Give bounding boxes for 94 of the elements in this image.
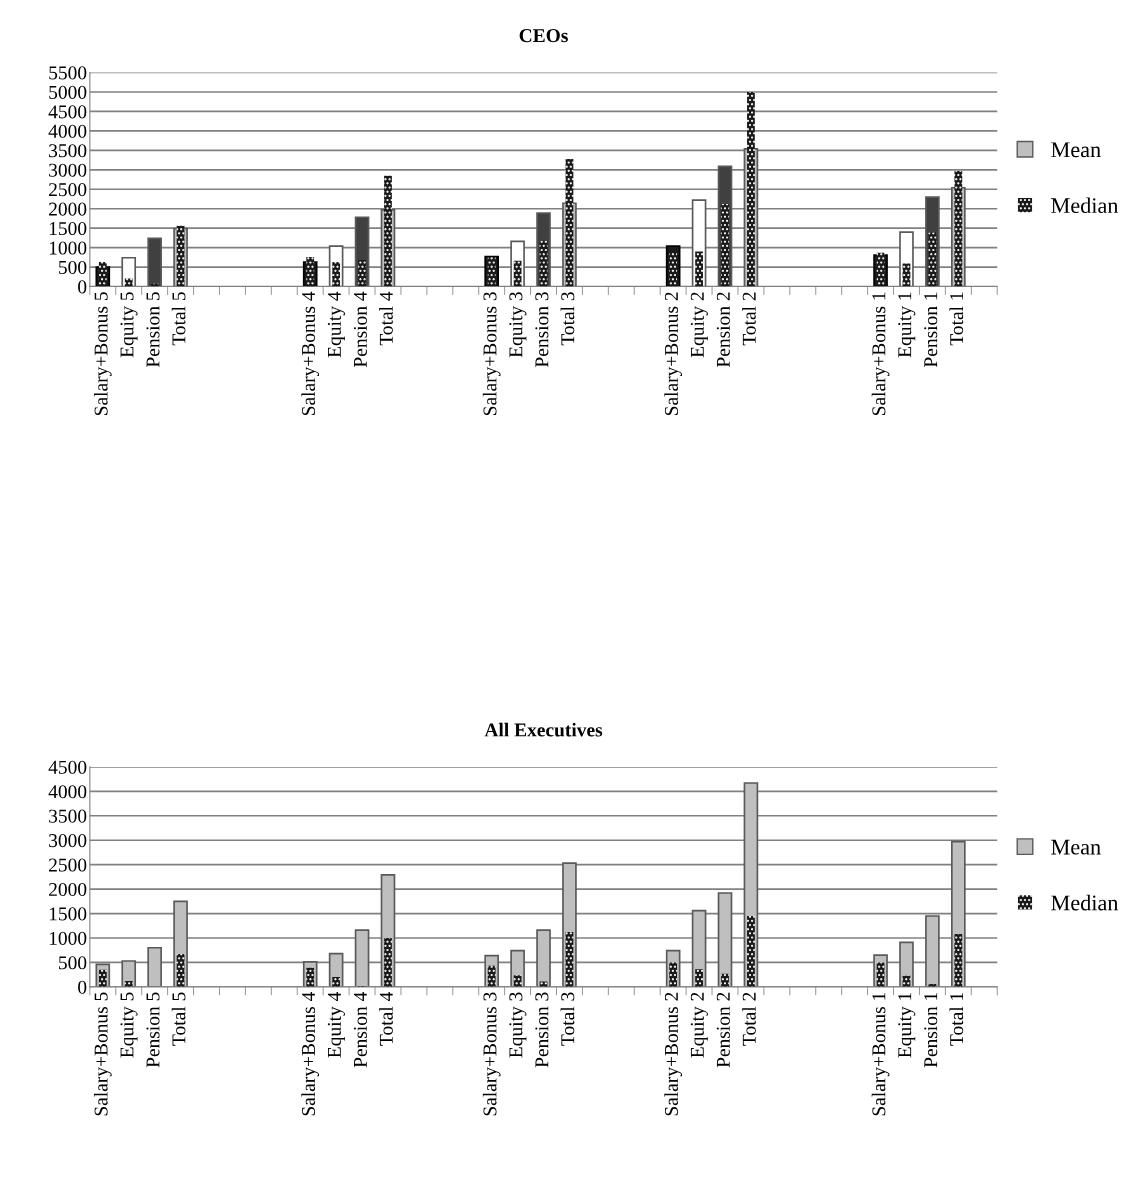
x-tick-label: Salary+Bonus 2 (664, 292, 682, 416)
x-tick-label: Total 5 (171, 992, 186, 1046)
y-tick-label: 3000 (49, 163, 87, 177)
x-tick-label: Salary+Bonus 3 (482, 992, 501, 1116)
bar (565, 158, 574, 287)
x-tick-label: Equity 4 (327, 291, 345, 358)
bar (147, 237, 162, 287)
bar (124, 278, 133, 287)
x-tick-label: Equity 4 (327, 992, 345, 1058)
bar (358, 260, 366, 287)
bar (721, 973, 729, 987)
bar (925, 915, 940, 987)
y-tick-label: 1500 (49, 222, 87, 236)
chart-title: All Executives (484, 722, 603, 737)
x-tick-label: Total 5 (171, 292, 186, 346)
y-tick-label: 5500 (49, 66, 87, 80)
bar (384, 937, 392, 987)
y-tick-label: 500 (59, 260, 87, 275)
y-tick-label: 2500 (49, 183, 87, 197)
x-tick-label: Equity 2 (690, 992, 708, 1058)
x-tick-label: Total 3 (560, 292, 575, 346)
y-tick-label: 4500 (48, 760, 87, 774)
x-tick-label: Total 1 (949, 992, 964, 1046)
x-tick-label: Total 1 (949, 292, 964, 346)
y-tick-label: 1000 (49, 931, 87, 945)
bar (354, 929, 370, 987)
bar (717, 892, 733, 987)
y-tick-label: 4000 (48, 124, 87, 138)
legend-label: Mean (1051, 839, 1101, 855)
x-tick-label: Equity 1 (898, 292, 916, 358)
y-tick-label: 0 (78, 280, 87, 294)
bar (332, 977, 341, 987)
y-tick-label: 0 (78, 980, 87, 994)
x-tick-label: Pension 1 (924, 992, 938, 1068)
y-tick-label: 2000 (49, 202, 87, 216)
x-tick-label: Salary+Bonus 1 (871, 992, 890, 1116)
x-tick-label: Equity 1 (898, 992, 916, 1058)
bar (695, 969, 703, 987)
x-tick-label: Pension 2 (716, 292, 730, 368)
y-tick-label: 1000 (49, 241, 87, 255)
bar (954, 934, 963, 987)
x-tick-label: Pension 4 (353, 291, 367, 368)
bar (487, 965, 496, 987)
y-tick-label: 2000 (49, 882, 87, 897)
x-tick-label: Total 4 (379, 291, 393, 346)
chart-title: CEOs (519, 29, 568, 43)
x-tick-label: Equity 5 (120, 992, 138, 1058)
bar (98, 262, 107, 287)
y-tick-label: 2500 (49, 858, 87, 872)
y-tick-label: 4500 (48, 105, 87, 119)
x-tick-label: Pension 5 (146, 992, 160, 1068)
y-tick-label: 3500 (49, 144, 87, 158)
x-tick-label: Pension 5 (146, 292, 160, 368)
y-tick-label: 3000 (49, 834, 87, 848)
y-tick-label: 3500 (49, 809, 87, 823)
bar (954, 170, 963, 287)
y-tick-label: 500 (59, 956, 87, 970)
x-tick-label: Total 3 (560, 992, 575, 1046)
bar (384, 175, 392, 287)
x-tick-label: Pension 1 (924, 292, 938, 368)
bar (695, 251, 703, 287)
bar (536, 929, 551, 987)
x-tick-label: Salary+Bonus 5 (93, 292, 112, 416)
x-tick-label: Pension 3 (535, 292, 549, 368)
x-tick-label: Equity 3 (509, 992, 527, 1058)
bar (747, 91, 755, 287)
bar (669, 962, 678, 987)
x-tick-label: Equity 5 (120, 292, 138, 358)
legend-label: Median (1051, 894, 1119, 911)
y-tick-label: 4000 (48, 785, 87, 799)
x-tick-label: Equity 3 (509, 292, 527, 358)
x-tick-label: Salary+Bonus 3 (482, 292, 501, 416)
x-tick-label: Salary+Bonus 5 (93, 992, 112, 1116)
bar (147, 946, 162, 987)
x-tick-label: Salary+Bonus 4 (301, 291, 320, 416)
legend-label: Median (1051, 197, 1119, 214)
x-tick-label: Pension 2 (716, 992, 730, 1068)
bar (747, 915, 755, 987)
x-tick-label: Salary+Bonus 4 (301, 992, 320, 1116)
x-tick-label: Salary+Bonus 2 (664, 992, 682, 1116)
x-tick-label: Total 4 (379, 992, 393, 1046)
x-tick-label: Total 2 (742, 992, 756, 1046)
bar (721, 204, 729, 287)
bar (928, 232, 937, 287)
legend-label: Mean (1051, 142, 1101, 158)
y-tick-label: 1500 (49, 907, 87, 921)
x-tick-label: Pension 3 (535, 992, 549, 1068)
bar (332, 262, 341, 287)
bar (306, 256, 315, 287)
x-tick-label: Total 2 (742, 292, 756, 346)
y-tick-label: 5000 (49, 85, 87, 99)
x-tick-label: Salary+Bonus 1 (871, 292, 890, 416)
x-tick-label: Pension 4 (353, 992, 367, 1068)
x-tick-label: Equity 2 (690, 292, 708, 358)
